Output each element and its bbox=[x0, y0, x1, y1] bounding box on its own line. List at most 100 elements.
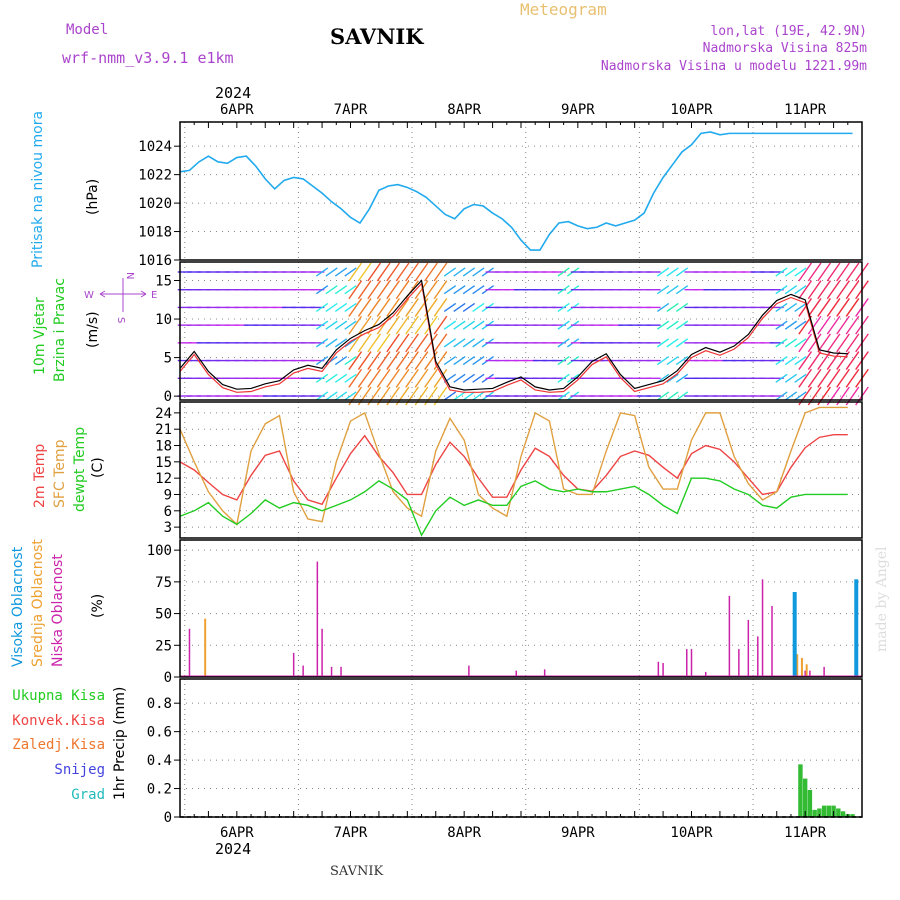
wind-barb bbox=[557, 338, 570, 348]
wind-barb bbox=[395, 333, 410, 353]
wind-barb bbox=[433, 315, 448, 335]
data-series bbox=[179, 131, 862, 818]
cloud-bar bbox=[747, 619, 750, 677]
wind-barb bbox=[845, 280, 860, 300]
wind-barb bbox=[344, 338, 357, 348]
cloud-bar bbox=[302, 665, 304, 677]
wind-barb bbox=[334, 267, 348, 277]
wind-barb bbox=[794, 338, 807, 348]
wind-barb bbox=[462, 302, 476, 313]
wind-barb bbox=[433, 262, 448, 282]
wind-barb bbox=[817, 262, 831, 282]
wind-barb bbox=[367, 333, 382, 353]
wind-barb bbox=[836, 298, 850, 317]
wind-barb bbox=[826, 368, 841, 388]
wind-barb bbox=[405, 298, 419, 317]
cloud-bar bbox=[340, 666, 342, 677]
wind-barb bbox=[826, 315, 841, 335]
wind-barb bbox=[367, 298, 382, 317]
wind-barb bbox=[405, 351, 419, 370]
pressure-line bbox=[179, 131, 853, 251]
cloud-bar bbox=[800, 657, 803, 677]
wind-barb bbox=[443, 320, 457, 330]
wind-barb bbox=[315, 373, 329, 383]
wind-barb bbox=[472, 320, 485, 330]
day-label-bottom: 9APR bbox=[561, 825, 595, 841]
cloud-bar bbox=[515, 670, 518, 677]
wind-barb bbox=[386, 280, 401, 300]
wind-barb bbox=[348, 351, 363, 370]
wind-barb bbox=[325, 391, 338, 401]
wind-barb bbox=[666, 355, 679, 366]
wind-barb bbox=[784, 391, 798, 401]
wind-barb bbox=[395, 315, 410, 335]
wind-barb bbox=[376, 262, 391, 282]
wind-barb bbox=[414, 333, 429, 353]
wind-barb bbox=[386, 351, 401, 370]
wind-barb bbox=[775, 267, 788, 277]
wind-barb bbox=[462, 320, 476, 330]
wind-barb bbox=[325, 302, 338, 313]
wind-barb bbox=[826, 333, 841, 353]
wind-barb bbox=[395, 368, 410, 388]
wind-barb bbox=[798, 298, 813, 317]
y-tick-label: 100 bbox=[147, 543, 172, 559]
wind-barb bbox=[794, 285, 807, 295]
wind-barb bbox=[367, 368, 382, 388]
model-label: Model bbox=[66, 22, 108, 38]
wind-barb bbox=[414, 351, 429, 370]
y-tick-label: 1018 bbox=[138, 225, 172, 241]
wind-barb bbox=[807, 262, 822, 282]
station-elevation: Nadmorska Visina 825m bbox=[703, 41, 868, 56]
cloud-bar bbox=[809, 670, 811, 677]
cloud-bar bbox=[738, 649, 740, 677]
wind-barb bbox=[443, 373, 457, 383]
wind-barb bbox=[784, 338, 798, 348]
panel-frame bbox=[179, 261, 863, 401]
wind-barb bbox=[807, 315, 822, 335]
wind-barb bbox=[386, 368, 401, 388]
y-tick-label: 21 bbox=[155, 422, 172, 438]
wind-barb bbox=[405, 333, 419, 353]
wind-barb bbox=[666, 302, 679, 313]
precip-bar bbox=[836, 808, 841, 817]
wind-barb bbox=[675, 355, 689, 366]
wind-barb bbox=[315, 267, 329, 277]
wind-barb bbox=[367, 262, 382, 282]
wind-barb bbox=[845, 333, 860, 353]
y-tick-label: 9 bbox=[164, 487, 172, 503]
wind-barb bbox=[344, 355, 357, 366]
wind-barb bbox=[817, 333, 831, 353]
precip-convective-label: Konvek.Kisa bbox=[12, 713, 105, 729]
y-tick-label: 0.8 bbox=[147, 696, 172, 712]
wind-barb bbox=[656, 267, 670, 277]
wind-barb bbox=[798, 262, 813, 282]
cloud-low-label: Niska Oblacnost bbox=[50, 554, 66, 667]
wind-barb bbox=[794, 267, 807, 277]
wind-barb bbox=[817, 280, 831, 300]
wind-gust-line bbox=[179, 282, 848, 393]
wind-barb bbox=[344, 391, 357, 401]
wind-barb bbox=[807, 368, 822, 388]
wind-barb bbox=[557, 267, 570, 277]
cloud-bar bbox=[330, 666, 333, 677]
wind-barb bbox=[405, 368, 419, 388]
wind-barb bbox=[807, 280, 822, 300]
cloud-bar bbox=[761, 579, 764, 677]
day-label-top: 10APR bbox=[670, 102, 713, 118]
wind-barb bbox=[826, 298, 841, 317]
wind-barb bbox=[395, 280, 410, 300]
wind-barb bbox=[395, 262, 410, 282]
compass-north: N bbox=[124, 272, 135, 279]
panel-frame bbox=[179, 539, 863, 678]
wind-barb bbox=[424, 368, 438, 388]
wind-barb bbox=[357, 280, 372, 300]
wind-barb bbox=[414, 315, 429, 335]
wind-barb bbox=[794, 355, 807, 366]
wind-barb bbox=[348, 280, 363, 300]
wind-barb bbox=[414, 368, 429, 388]
location-coords: lon,lat (19E, 42.9N) bbox=[710, 24, 867, 39]
wind-barb bbox=[414, 262, 429, 282]
wind-barb bbox=[798, 351, 813, 370]
axis-ticks: 6APR 6APR 7APR 7APR 8APR 8APR 9APR 9APR 10APR 10A… bbox=[138, 102, 863, 841]
